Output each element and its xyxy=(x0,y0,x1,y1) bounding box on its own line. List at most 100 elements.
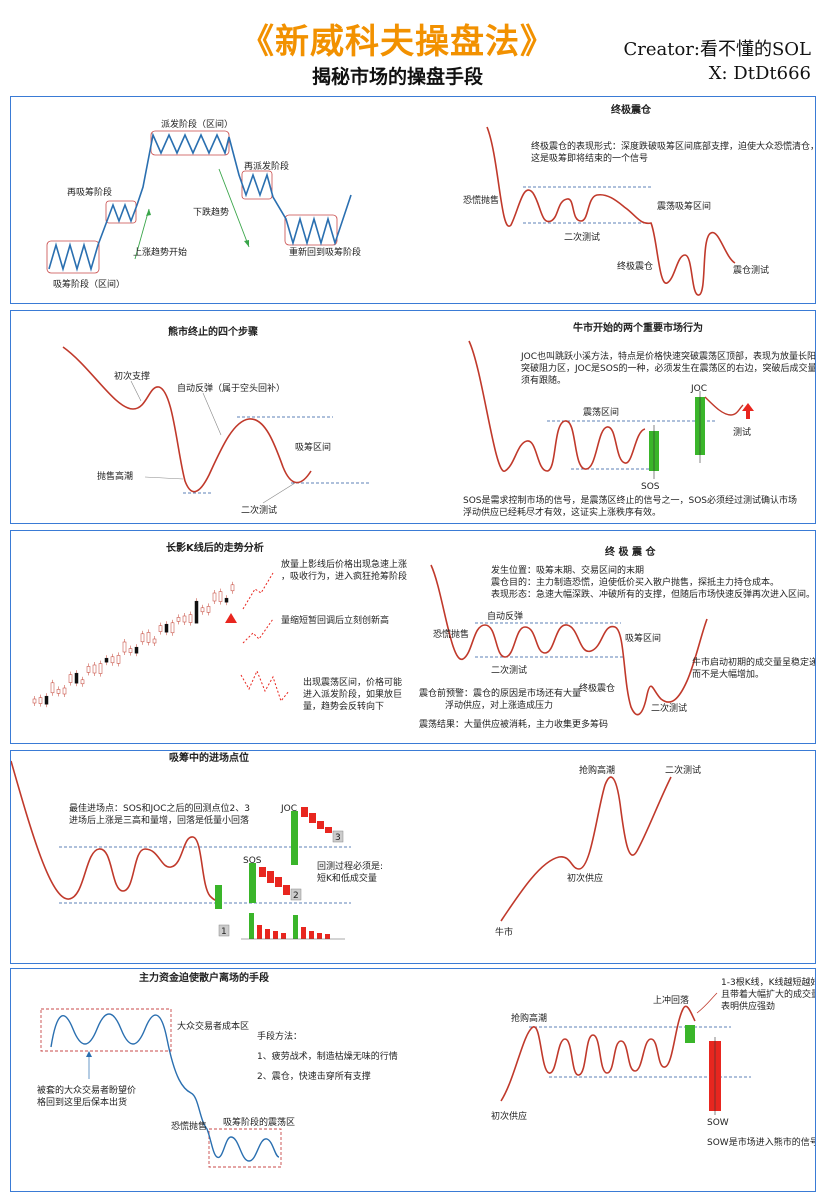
entry-points-diagram: 吸筹中的进场点位 最佳进场点：SOS和JOC之后的回测点位2、3 进场后上涨是三… xyxy=(10,751,383,940)
entry-desc-1: 最佳进场点：SOS和JOC之后的回测点位2、3 xyxy=(69,802,250,814)
entry-volume-group xyxy=(241,913,345,940)
entry-candle xyxy=(309,813,316,823)
candle-body xyxy=(32,698,37,704)
spring2-line-3: 表现形态：急速大幅深跌、冲破所有的支撑，但随后市场快速反弹再次进入区间。 xyxy=(491,588,815,600)
row-5-panel: 主力资金迫使散户离场的手段 大众交易者成本区 手段方法： 1、疲劳战术，制造枯燥… xyxy=(10,968,820,1192)
joc-price-line xyxy=(468,340,646,472)
selling-climax-label: 抛售高潮 xyxy=(97,470,133,482)
bull-st-label: 二次测试 xyxy=(665,764,701,776)
upthrust-sow-diagram: 抢购高潮 上冲回落 1-3根K线，K线越短越好 且带着大幅扩大的成交量 表明供应… xyxy=(491,976,820,1148)
spring2-line-1: 发生位置：吸筹末期、交易区间的末期 xyxy=(491,564,644,576)
bear-end-title: 熊市终止的四个步骤 xyxy=(168,325,258,338)
entry-title: 吸筹中的进场点位 xyxy=(169,751,249,764)
method-title: 手段方法： xyxy=(257,1030,302,1042)
bear-end-price-line xyxy=(62,346,312,493)
entry-candle xyxy=(259,867,266,877)
volume-bar xyxy=(281,933,286,939)
volume-bar xyxy=(309,931,314,939)
creator-block: Creator:看不懂的SOL X: DtDt666 xyxy=(623,38,811,86)
candle-body xyxy=(134,646,139,654)
accumulation-label: 吸筹阶段（区间） xyxy=(53,278,125,290)
warning-triangle-icon xyxy=(225,613,237,623)
candle-body xyxy=(218,591,223,602)
candle-body xyxy=(188,614,193,623)
x-handle: X: DtDt666 xyxy=(708,63,811,84)
entry-candle xyxy=(275,877,282,887)
trapped-note-2: 格回到这里后保本出货 xyxy=(37,1096,127,1108)
candle-body xyxy=(152,638,157,644)
bull-climax-price-line xyxy=(500,776,672,922)
test-label: 测试 xyxy=(733,426,751,438)
volume-bar xyxy=(325,934,330,939)
candle-body xyxy=(92,664,97,674)
ut-note-1: 1-3根K线，K线越短越好 xyxy=(721,976,815,988)
up-arrow-icon xyxy=(742,403,754,419)
creator-name: Creator:看不懂的SOL xyxy=(623,39,811,60)
sow-desc: SOW是市场进入熊市的信号 xyxy=(707,1136,815,1148)
spring2-panic-label: 恐慌抛售 xyxy=(433,628,469,640)
downtrend-arrow xyxy=(218,168,250,248)
entry-candle xyxy=(291,811,298,865)
cycle-price-line xyxy=(48,132,352,272)
row-4-svg: 吸筹中的进场点位 最佳进场点：SOS和JOC之后的回测点位2、3 进场后上涨是三… xyxy=(10,751,701,940)
method-1: 1、疲劳战术，制造枯燥无味的行情 xyxy=(257,1050,398,1062)
force-exit-title: 主力资金迫使散户离场的手段 xyxy=(139,971,269,984)
volume-bar xyxy=(257,925,262,939)
candle-body xyxy=(62,687,67,695)
ultimate-spring-2-diagram: 终 极 震 仓 发生位置：吸筹末期、交易区间的末期 震仓目的：主力制造恐慌，迫使… xyxy=(419,545,827,730)
uptrend-label: 上涨趋势开始 xyxy=(133,246,187,258)
cost-zone-label: 大众交易者成本区 xyxy=(177,1020,249,1032)
wick-note-a2: ，吸收行为，进入疯狂抢筹阶段 xyxy=(281,570,407,582)
joc-desc-3: 须有跟随。 xyxy=(521,374,566,386)
sos-label: SOS xyxy=(641,482,660,492)
ut-candle xyxy=(685,1025,695,1043)
secondary-test-label: 二次测试 xyxy=(241,504,277,516)
row-3-svg: 长影K线后的走势分析 放量上影线后价格出现急速上涨 ，吸收行为，进入疯狂抢筹阶段… xyxy=(32,541,827,730)
candle-body xyxy=(230,584,235,592)
bull-start-title: 牛市开始的两个重要市场行为 xyxy=(573,321,703,334)
cost-zone-box xyxy=(40,1008,172,1052)
candle-body xyxy=(104,657,109,663)
back-to-accumulation-box xyxy=(284,214,338,246)
candle-body xyxy=(74,672,79,684)
range-label: 震荡吸筹区间 xyxy=(657,200,711,212)
entry-note-1: 回测过程必须是: xyxy=(317,860,383,872)
joc-range-label: 震荡区间 xyxy=(583,406,619,418)
entry-price-line xyxy=(10,760,222,902)
force-exit-price-line xyxy=(50,1013,280,1162)
spring2-st-label: 二次测试 xyxy=(491,664,527,676)
spring-desc-1: 终极震仓的表现形式：深度跌破吸筹区间底部支撑，迫使大众恐慌清仓， xyxy=(531,140,815,152)
sos-desc-1: SOS是需求控制市场的信号，是震荡区终止的信号之一，SOS必须经过测试确认市场 xyxy=(463,494,797,506)
ut-note-2: 且带着大幅扩大的成交量 xyxy=(721,988,815,1000)
accumulation-box xyxy=(46,240,100,274)
volume-note-1: 牛市启动初期的成交量呈稳定递增, xyxy=(692,656,815,668)
wick-note-a1: 放量上影线后价格出现急速上涨 xyxy=(281,558,407,570)
automatic-rally-label: 自动反弹（属于空头回补） xyxy=(177,382,285,394)
spring2-test-label: 二次测试 xyxy=(651,702,687,714)
entry-candle xyxy=(215,885,222,909)
sow-label: SOW xyxy=(707,1118,729,1128)
ut-bc-label: 抢购高潮 xyxy=(511,1012,547,1024)
bear-end-diagram: 熊市终止的四个步骤 初次支撑 自动反弹（属于空头回补） 吸筹区间 抛售高潮 二次… xyxy=(62,325,371,516)
entry-sos-label: SOS xyxy=(243,856,262,866)
point-2: 2 xyxy=(293,891,299,901)
volume-bar xyxy=(265,929,270,939)
redistribution-label: 再派发阶段 xyxy=(244,160,289,172)
candle-body xyxy=(128,648,133,653)
row-2-panel: 熊市终止的四个步骤 初次支撑 自动反弹（属于空头回补） 吸筹区间 抛售高潮 二次… xyxy=(10,310,826,524)
bull-climax-diagram: 抢购高潮 二次测试 初次供应 牛市 xyxy=(495,764,701,938)
row-1-panel: 吸筹阶段（区间） 再吸筹阶段 上涨趋势开始 派发阶段（区间） 下跌趋势 再派发阶… xyxy=(10,96,819,304)
long-wick-diagram: 长影K线后的走势分析 放量上影线后价格出现急速上涨 ，吸收行为，进入疯狂抢筹阶段… xyxy=(32,541,407,712)
row-2-svg: 熊市终止的四个步骤 初次支撑 自动反弹（属于空头回补） 吸筹区间 抛售高潮 二次… xyxy=(62,321,826,518)
point-1: 1 xyxy=(221,927,227,937)
candle-body xyxy=(122,641,127,653)
accumulation-zone-label: 吸筹区间 xyxy=(295,441,331,453)
candle-body xyxy=(194,600,199,624)
downtrend-label: 下跌趋势 xyxy=(193,206,229,218)
entry-joc-label: JOC xyxy=(280,804,297,814)
main-title: 《新威科夫操盘法》 xyxy=(240,22,555,62)
force-panic-label: 恐慌抛售 xyxy=(171,1120,207,1132)
spring2-pre-2: 浮动供应，对上涨造成压力 xyxy=(445,699,553,711)
volume-bar xyxy=(249,913,254,939)
upthrust-label: 上冲回落 xyxy=(653,994,689,1006)
